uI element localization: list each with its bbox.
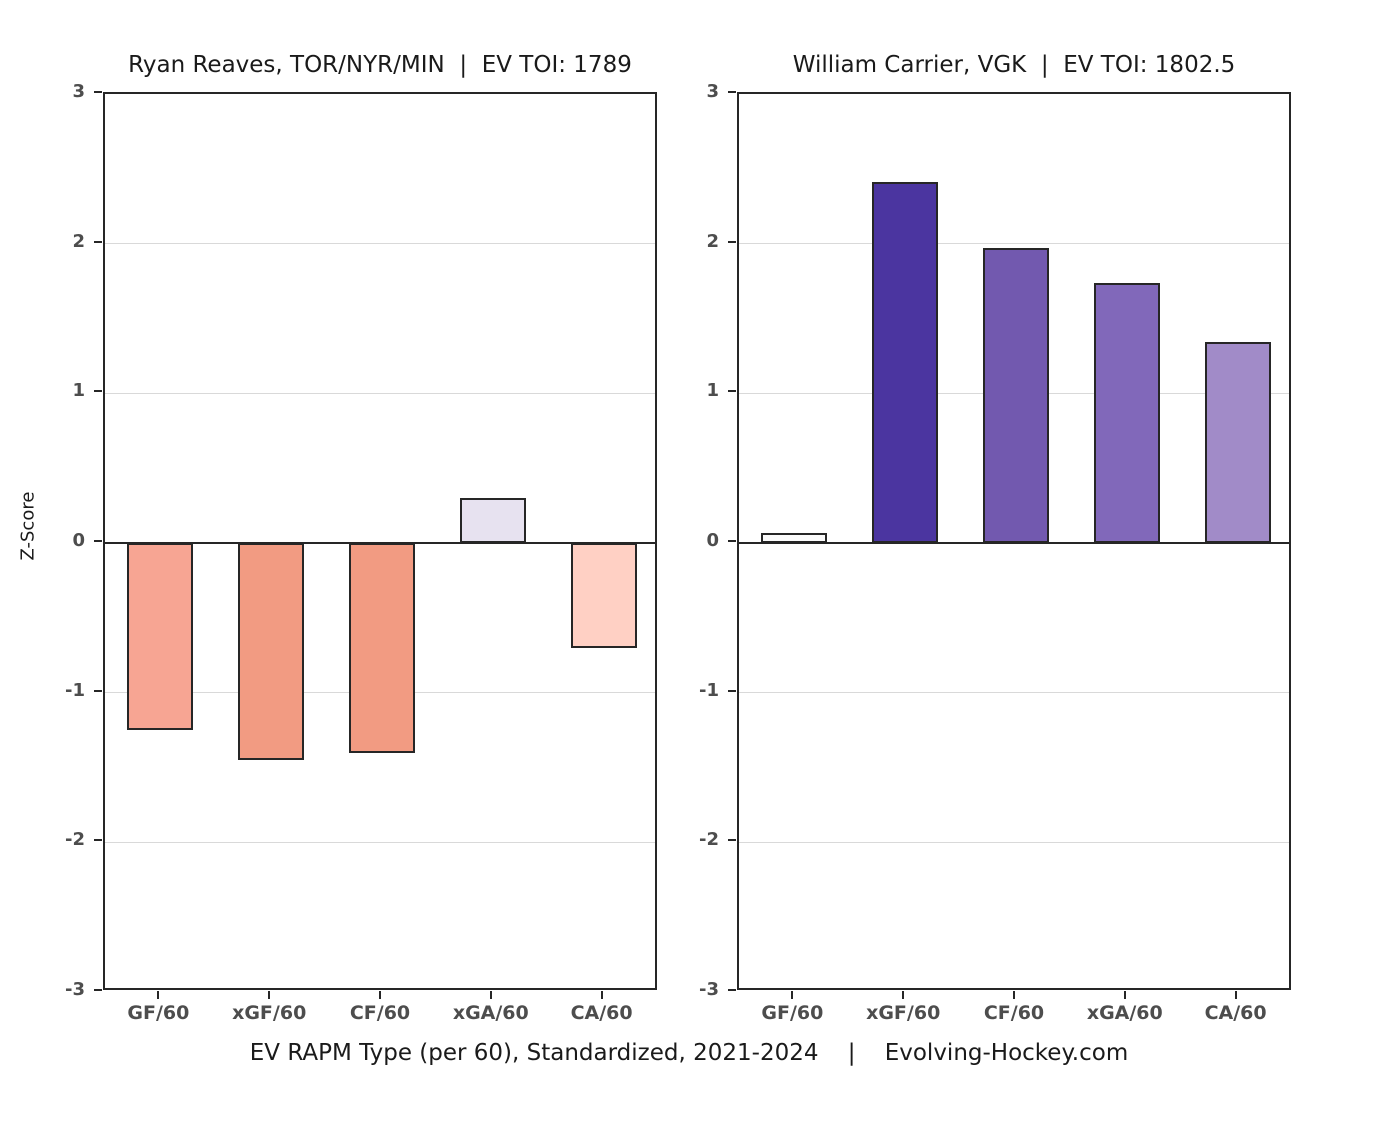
gridline-y1 xyxy=(105,392,655,394)
ytick-label--1: -1 xyxy=(65,679,85,701)
ytick-mark xyxy=(94,390,102,393)
figure-caption: EV RAPM Type (per 60), Standardized, 202… xyxy=(249,1040,1129,1066)
ytick-label-3: 3 xyxy=(706,81,719,102)
ytick-label-0: 0 xyxy=(72,530,85,551)
ytick-label--1: -1 xyxy=(699,679,719,701)
xtick-mark xyxy=(600,991,603,999)
left-chart-title: Ryan Reaves, TOR/NYR/MIN | EV TOI: 1789 xyxy=(128,52,632,78)
ytick-label--2: -2 xyxy=(699,829,719,851)
ytick-mark xyxy=(94,240,102,243)
ytick-mark xyxy=(728,689,736,692)
xtick-label-xgf-60: xGF/60 xyxy=(866,1002,941,1024)
ytick-mark xyxy=(94,540,102,542)
ytick-label-3: 3 xyxy=(72,81,85,102)
gridline-y-2 xyxy=(105,841,655,843)
xtick-label-ca-60: CA/60 xyxy=(1204,1002,1267,1024)
ytick-mark xyxy=(728,839,736,842)
xtick-label-xgf-60: xGF/60 xyxy=(232,1002,307,1024)
ytick-mark xyxy=(728,240,736,243)
bar-xgf-60 xyxy=(872,182,939,543)
bar-xga-60 xyxy=(459,498,526,543)
xtick-label-ca-60: CA/60 xyxy=(570,1002,633,1024)
xtick-label-cf-60: CF/60 xyxy=(983,1002,1045,1024)
gridline-y2 xyxy=(739,243,1289,245)
ytick-mark xyxy=(728,540,736,542)
xtick-mark xyxy=(379,991,381,999)
ytick-label-2: 2 xyxy=(72,230,85,252)
ytick-label-1: 1 xyxy=(706,380,719,402)
ytick-label-1: 1 xyxy=(72,380,85,402)
xtick-mark xyxy=(1234,991,1237,999)
bar-gf-60 xyxy=(761,532,828,543)
y-axis-title: Z-Score xyxy=(17,491,39,561)
xtick-mark xyxy=(1123,991,1126,999)
bar-ca-60 xyxy=(1204,342,1271,543)
ytick-label--3: -3 xyxy=(699,979,719,1000)
bar-ca-60 xyxy=(570,543,637,648)
bar-cf-60 xyxy=(349,543,415,753)
ytick-mark xyxy=(94,839,102,842)
ytick-label--3: -3 xyxy=(65,979,85,1000)
zero-line xyxy=(739,542,1289,544)
xtick-label-gf-60: GF/60 xyxy=(127,1002,190,1024)
xtick-label-xga-60: xGA/60 xyxy=(452,1002,529,1024)
bar-xgf-60 xyxy=(238,543,305,761)
right-plot-area xyxy=(737,92,1291,990)
xtick-label-xga-60: xGA/60 xyxy=(1086,1002,1163,1024)
xtick-mark xyxy=(157,991,160,999)
ytick-mark xyxy=(728,989,736,991)
ytick-label-0: 0 xyxy=(706,530,719,551)
xtick-mark xyxy=(268,991,271,999)
xtick-mark xyxy=(902,991,905,999)
ytick-mark xyxy=(94,689,102,692)
xtick-mark xyxy=(1013,991,1015,999)
gridline-y-2 xyxy=(739,841,1289,843)
bar-cf-60 xyxy=(983,248,1049,543)
ytick-label-2: 2 xyxy=(706,230,719,252)
ytick-mark xyxy=(94,989,102,991)
ytick-mark xyxy=(94,91,102,93)
xtick-mark xyxy=(489,991,492,999)
gridline-y-1 xyxy=(739,692,1289,694)
gridline-y2 xyxy=(105,243,655,245)
xtick-label-gf-60: GF/60 xyxy=(761,1002,824,1024)
right-chart-title: William Carrier, VGK | EV TOI: 1802.5 xyxy=(792,52,1236,78)
ytick-label--2: -2 xyxy=(65,829,85,851)
ytick-mark xyxy=(728,390,736,393)
bar-xga-60 xyxy=(1093,282,1160,543)
ytick-mark xyxy=(728,91,736,93)
left-plot-area xyxy=(103,92,657,990)
bar-gf-60 xyxy=(127,543,194,731)
xtick-label-cf-60: CF/60 xyxy=(349,1002,411,1024)
xtick-mark xyxy=(791,991,794,999)
